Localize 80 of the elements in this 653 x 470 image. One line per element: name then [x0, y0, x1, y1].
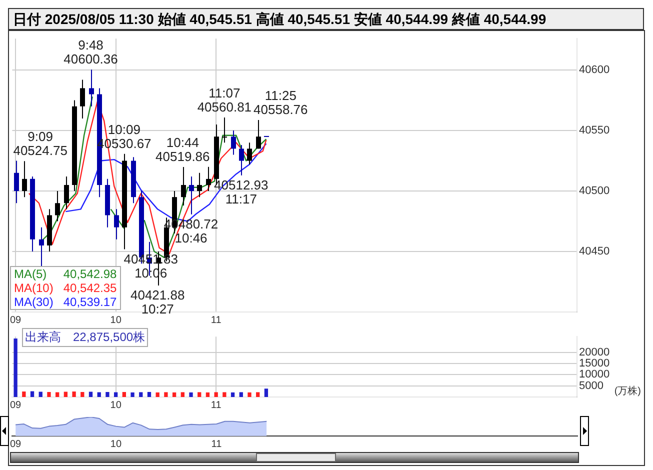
- bar: [88, 392, 93, 397]
- annotation: 11:25 40558.76: [254, 88, 308, 117]
- candlestick: [14, 160, 19, 204]
- bar: [248, 392, 252, 397]
- text: MA(10): [14, 281, 54, 295]
- bar: [22, 392, 26, 397]
- bar: [214, 392, 218, 397]
- bar: [122, 392, 126, 397]
- bar: [106, 392, 110, 397]
- y-tick-label: 40500: [579, 185, 610, 198]
- candlestick: [231, 130, 236, 156]
- candlestick: [189, 176, 194, 215]
- x-tick-label: 11: [210, 400, 222, 411]
- bar: [30, 391, 34, 397]
- x-tick-label: 10: [110, 314, 122, 326]
- y-axis-title: (万株): [614, 384, 641, 398]
- candlestick: [197, 172, 202, 198]
- bar: [156, 392, 160, 397]
- bar: [264, 388, 268, 397]
- x-tick-label: 09: [10, 314, 22, 326]
- bar: [64, 392, 68, 397]
- text: MA(30): [14, 295, 54, 309]
- bar: [139, 392, 143, 397]
- annotation: 9:48 40600.36: [64, 38, 118, 67]
- x-tick-label: 11: [211, 438, 222, 450]
- x-tick-label: 10: [110, 438, 122, 450]
- y-tick-label: 10000: [579, 368, 610, 381]
- bar: [114, 392, 118, 397]
- candlestick: [80, 79, 85, 119]
- bar: [72, 392, 76, 397]
- annotation: 40,539.17: [63, 295, 117, 309]
- y-tick-label: 20000: [579, 346, 610, 358]
- bar: [239, 392, 243, 397]
- annotation: 10:44 40519.86: [156, 135, 210, 164]
- chart-title: 日付 2025/08/05 11:30 始値 40,545.51 高値 40,545.51 安値 40,544.99 終値 40,544.99: [8, 8, 644, 30]
- y-tick-label: 40550: [579, 124, 610, 137]
- bar: [189, 392, 193, 397]
- bar: [198, 392, 202, 397]
- bar: [97, 392, 101, 397]
- bar: [206, 392, 210, 397]
- bar: [80, 392, 84, 397]
- bar: [47, 392, 51, 397]
- bar: [256, 392, 260, 397]
- y-tick-label: 15000: [579, 357, 610, 370]
- text: MA(5): [14, 267, 47, 281]
- annotation: 9:09 40524.75: [13, 129, 68, 158]
- x-tick-label: 09: [10, 438, 22, 450]
- candlestick: [206, 166, 211, 192]
- bar: [180, 392, 184, 397]
- chart-title: 出来高 22,875,500株: [22, 328, 148, 347]
- bar: [147, 392, 152, 397]
- x-tick-label: 10: [110, 400, 122, 411]
- y-tick-label: 40450: [579, 246, 610, 258]
- candlestick: [39, 226, 44, 267]
- bar: [14, 338, 18, 397]
- candlestick: [64, 176, 69, 210]
- y-tick-label: 40600: [579, 64, 610, 76]
- candlestick: [89, 69, 94, 107]
- x-tick-label: 09: [10, 400, 22, 411]
- annotation: 11:07 40560.81: [197, 85, 252, 114]
- x-tick-label: 11: [210, 314, 222, 326]
- bar: [130, 392, 134, 397]
- candlestick: [239, 144, 244, 176]
- candlestick: [181, 166, 186, 206]
- candlestick: [55, 190, 60, 222]
- bar: [222, 392, 226, 397]
- candlestick: [247, 142, 252, 165]
- bar: [56, 392, 60, 397]
- annotation: 40421.88 10:27: [130, 288, 185, 317]
- candlestick: [22, 160, 27, 198]
- bar: [38, 392, 42, 397]
- candlestick: [222, 116, 227, 144]
- bar: [172, 392, 176, 397]
- candlestick: [256, 119, 261, 150]
- annotation: 40,542.98: [63, 267, 117, 281]
- bar: [164, 392, 168, 397]
- candlestick: [114, 208, 119, 240]
- annotation: 40,542.35: [63, 281, 117, 295]
- bar: [230, 392, 235, 397]
- y-tick-label: 5000: [579, 380, 604, 392]
